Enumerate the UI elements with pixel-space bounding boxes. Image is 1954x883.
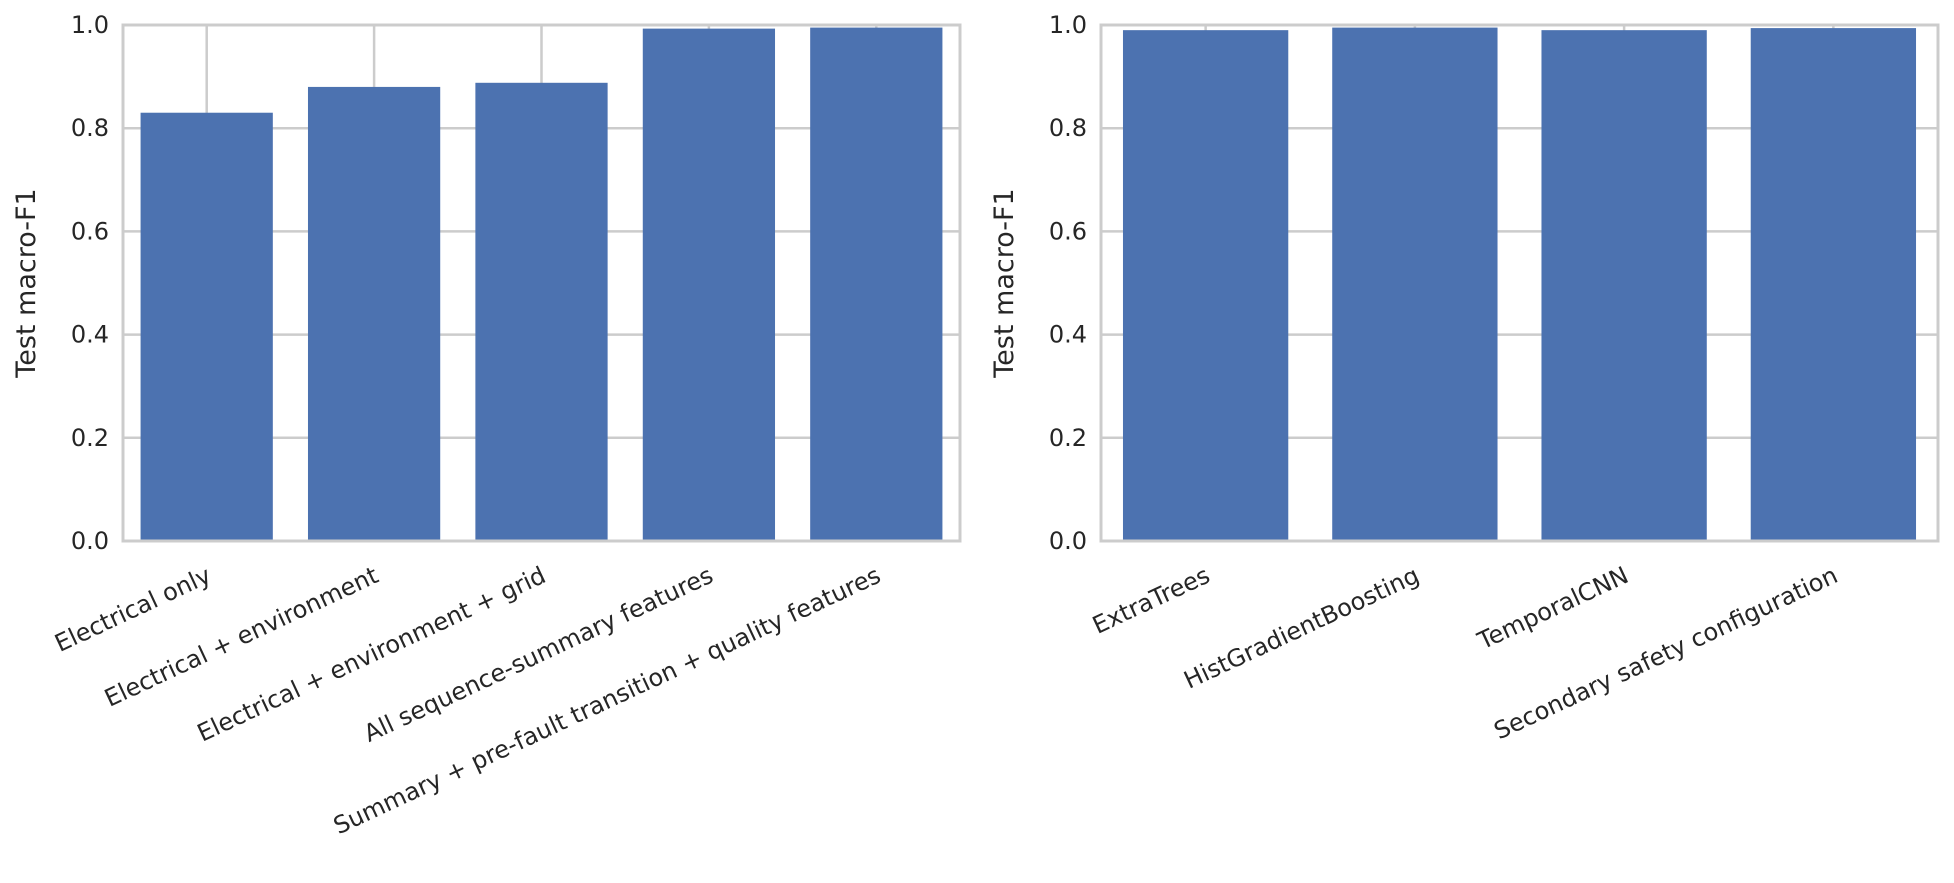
y-tick-label: 0.4: [71, 321, 109, 349]
y-tick-label: 0.4: [1049, 321, 1087, 349]
x-tick-label: ExtraTrees: [1088, 561, 1214, 640]
y-tick-label: 0.2: [1049, 424, 1087, 452]
bar: [642, 28, 776, 541]
y-tick-label: 1.0: [71, 11, 109, 39]
y-tick-label: 0.0: [1049, 527, 1087, 555]
bar: [1122, 30, 1289, 541]
x-tick-label: Electrical only: [51, 561, 216, 658]
y-tick-label: 0.8: [1049, 114, 1087, 142]
plot-frame: [121, 23, 962, 543]
bar: [307, 86, 441, 542]
y-tick-label: 0.6: [1049, 217, 1087, 245]
y-axis-label: Test macro-F1: [11, 188, 42, 378]
bar: [1332, 27, 1498, 541]
y-tick-label: 0.0: [71, 527, 109, 555]
x-tick-label: Secondary safety configuration: [1490, 561, 1842, 745]
x-tick-label: HistGradientBoosting: [1180, 561, 1424, 695]
y-tick-label: 0.8: [71, 114, 109, 142]
y-tick-label: 0.2: [71, 424, 109, 452]
chart-panel-1: 0.0 0.2 0.4 0.6 0.8 1.0 Electrical onlyElectri…: [11, 11, 962, 840]
x-tick-label: TemporalCNN: [1473, 561, 1633, 656]
y-tick-label: 0.6: [71, 217, 109, 245]
bar: [140, 112, 273, 541]
bar: [810, 27, 943, 541]
y-axis-label: Test macro-F1: [989, 188, 1020, 378]
chart-panel-2: 0.0 0.2 0.4 0.6 0.8 1.0 ExtraTreesHistGradient…: [989, 11, 1940, 745]
bar: [475, 82, 608, 542]
bar: [1541, 30, 1707, 541]
y-tick-label: 1.0: [1049, 11, 1087, 39]
bar: [1750, 28, 1917, 541]
plot-frame: [1099, 23, 1940, 543]
x-tick-label: Electrical + environment: [100, 561, 382, 713]
